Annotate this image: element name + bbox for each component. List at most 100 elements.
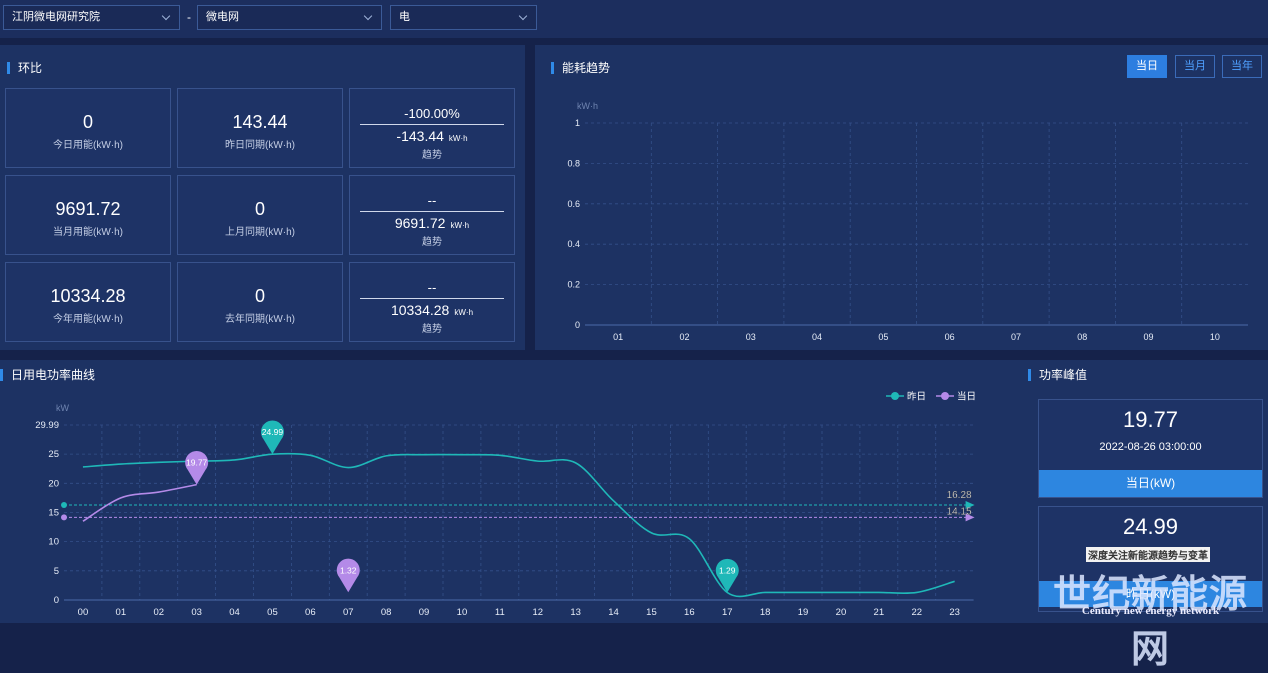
- y-tick-label: 0.8: [567, 158, 580, 168]
- year-button[interactable]: 当年: [1222, 55, 1262, 78]
- ratio: --: [427, 280, 437, 295]
- x-tick-label: 06: [945, 332, 955, 342]
- x-tick-label: 22: [911, 607, 922, 618]
- peak-card: 19.77 2022-08-26 03:00:00 当日(kW): [1038, 399, 1263, 498]
- y-tick-label: 5: [54, 566, 59, 577]
- x-tick-label: 18: [760, 607, 771, 618]
- x-tick-label: 09: [419, 607, 430, 618]
- average-arrow: [965, 513, 975, 522]
- label: 今年用能(kW·h): [53, 314, 123, 325]
- x-tick-label: 09: [1144, 332, 1154, 342]
- average-dot: [61, 514, 67, 521]
- trend-value: 9691.72 kW·h: [350, 215, 514, 231]
- divider: [360, 298, 504, 299]
- peak-label: 昨日(kW): [1039, 581, 1262, 607]
- value: 0: [82, 112, 93, 132]
- panel-title: 日用电功率曲线: [0, 369, 95, 381]
- x-tick-label: 00: [78, 607, 89, 618]
- legend-label: 当日: [957, 391, 976, 403]
- x-tick-label: 05: [878, 332, 888, 342]
- x-tick-label: 08: [381, 607, 392, 618]
- mark-label: 19.77: [186, 458, 208, 468]
- x-tick-label: 23: [949, 607, 960, 618]
- compare-card: 0 去年同期(kW·h): [177, 262, 343, 342]
- legend-label: 昨日: [907, 391, 926, 403]
- compare-card: 10334.28 今年用能(kW·h): [5, 262, 171, 342]
- watermark-english: Century new energy network: [1081, 605, 1220, 617]
- panel-title: 功率峰值: [1028, 369, 1087, 381]
- separator: -: [187, 10, 191, 24]
- x-tick-label: 11: [495, 607, 505, 618]
- mark-label: 24.99: [262, 427, 284, 437]
- mark-pin: [336, 558, 360, 593]
- mark-pin: [260, 420, 284, 455]
- divider: [360, 211, 504, 212]
- value: 10334.28: [50, 286, 126, 306]
- peak-card: 24.99 昨日(kW): [1038, 506, 1263, 612]
- trend-value: -143.44 kW·h: [350, 128, 514, 144]
- x-tick-label: 03: [746, 332, 756, 342]
- x-tick-label: 02: [153, 607, 164, 618]
- x-tick-label: 16: [684, 607, 695, 618]
- panel-title: 环比: [7, 62, 42, 74]
- label: 去年同期(kW·h): [225, 314, 295, 325]
- series-line: [82, 483, 197, 522]
- grid-select[interactable]: 微电网: [197, 5, 382, 30]
- x-tick-label: 12: [532, 607, 543, 618]
- trend-value: 10334.28 kW·h: [350, 302, 514, 318]
- y-tick-label: 25: [48, 449, 59, 460]
- peak-value: 19.77: [1122, 407, 1179, 432]
- unit: kW·h: [454, 308, 474, 317]
- legend-dot: [941, 392, 949, 400]
- x-tick-label: 07: [343, 607, 354, 618]
- x-tick-label: 15: [646, 607, 657, 618]
- value: 9691.72: [394, 215, 446, 231]
- peak-label: 当日(kW): [1039, 470, 1262, 497]
- x-tick-label: 21: [874, 607, 885, 618]
- compare-card: 0 今日用能(kW·h): [5, 88, 171, 168]
- value: 0: [254, 286, 265, 306]
- y-tick-label: 0.2: [567, 280, 580, 290]
- compare-card: 9691.72 当月用能(kW·h): [5, 175, 171, 255]
- y-tick-label: 15: [48, 507, 59, 518]
- compare-card: 0 上月同期(kW·h): [177, 175, 343, 255]
- mark-pin: [715, 558, 739, 593]
- label: 趋势: [422, 150, 442, 161]
- x-tick-label: 10: [1210, 332, 1220, 342]
- x-tick-label: 20: [836, 607, 847, 618]
- month-button[interactable]: 当月: [1175, 55, 1215, 78]
- peak-value: 24.99: [1122, 514, 1179, 539]
- org-select[interactable]: 江阴微电网研究院: [3, 5, 180, 30]
- y-axis-label: kW·h: [577, 101, 598, 111]
- day-button[interactable]: 当日: [1127, 55, 1167, 78]
- value: 9691.72: [55, 199, 121, 219]
- average-arrow: [965, 501, 975, 510]
- x-tick-label: 10: [457, 607, 468, 618]
- x-tick-label: 19: [798, 607, 809, 618]
- average-dot: [61, 502, 67, 509]
- x-tick-label: 13: [570, 607, 581, 618]
- panel-title: 能耗趋势: [551, 62, 610, 74]
- x-tick-label: 14: [608, 607, 619, 618]
- label: 今日用能(kW·h): [53, 140, 123, 151]
- compare-card: 143.44 昨日同期(kW·h): [177, 88, 343, 168]
- x-tick-label: 01: [613, 332, 623, 342]
- value: 143.44: [232, 112, 288, 132]
- unit: kW·h: [448, 134, 468, 143]
- energy-select[interactable]: 电: [390, 5, 537, 30]
- compare-card: -- 10334.28 kW·h 趋势: [349, 262, 515, 342]
- series-line: [82, 452, 955, 598]
- divider: [360, 124, 504, 125]
- x-tick-label: 06: [305, 607, 316, 618]
- label: 上月同期(kW·h): [225, 227, 295, 238]
- x-tick-label: 04: [812, 332, 822, 342]
- trend-panel: [535, 45, 1268, 350]
- average-label: 16.28: [947, 490, 972, 501]
- page: {"filters":["江阴微电网研究院","微电网","电"],"separ…: [0, 0, 1268, 623]
- compare-card: -100.00% -143.44 kW·h 趋势: [349, 88, 515, 168]
- ratio: --: [427, 193, 437, 208]
- y-axis-label: kW: [56, 403, 70, 413]
- compare-card: -- 9691.72 kW·h 趋势: [349, 175, 515, 255]
- y-tick-label: 29.99: [35, 420, 59, 431]
